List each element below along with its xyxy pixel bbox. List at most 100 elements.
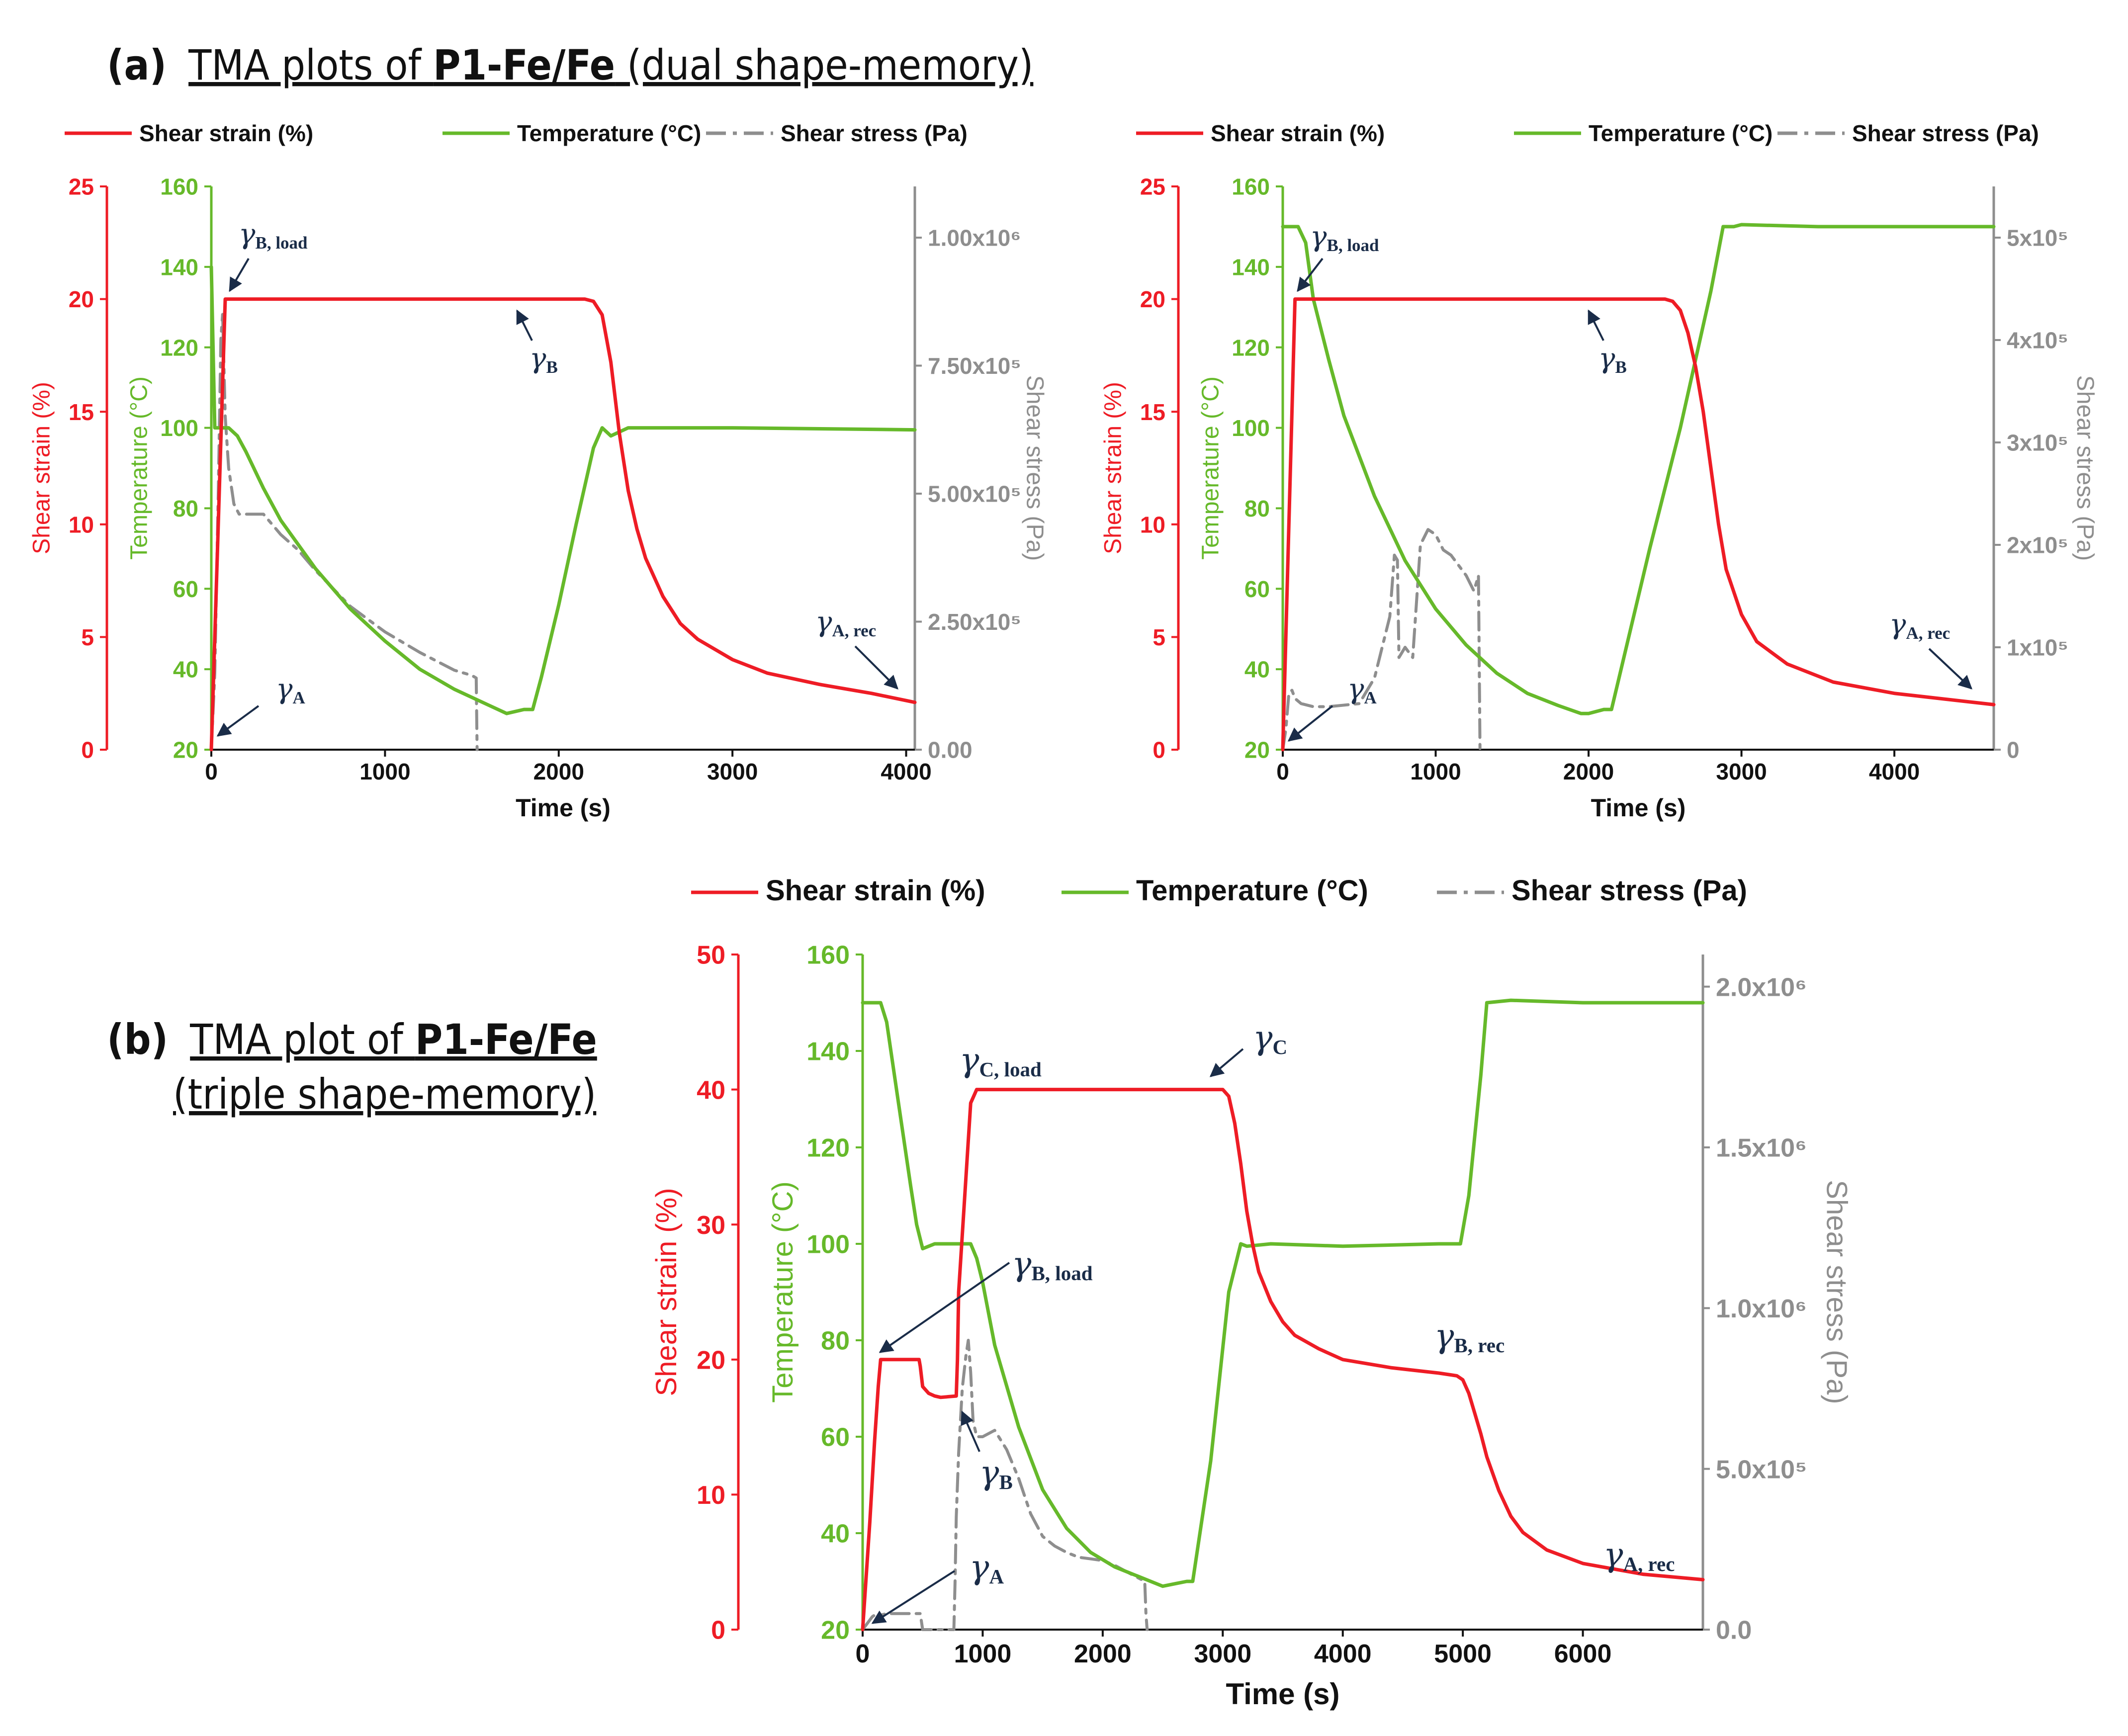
temperature-tick-label: 100: [806, 1230, 850, 1259]
annotation-label: γB: [1598, 343, 1627, 377]
stress-axis-title: Shear stress (Pa): [1820, 1180, 1853, 1404]
strain-axis-title: Shear strain (%): [28, 382, 55, 554]
strain-tick-label: 5: [81, 624, 94, 650]
strain-tick-label: 20: [1140, 286, 1165, 312]
annotation-arrow: [216, 705, 260, 737]
annotation-label: γB: [530, 343, 558, 377]
strain-tick-label: 30: [697, 1211, 725, 1240]
strain-tick-label: 0: [81, 737, 94, 763]
legend-label-2: Shear stress (Pa): [781, 120, 968, 146]
x-tick-label: 0: [856, 1640, 870, 1668]
temperature-tick-label: 20: [821, 1616, 850, 1645]
x-tick-label: 4000: [1869, 759, 1920, 784]
annotation-arrow: [1588, 309, 1604, 341]
temperature-tick-label: 80: [821, 1327, 850, 1356]
heading-a: (a) TMA plots of P1-Fe/Fe (dual shape-me…: [107, 41, 1033, 89]
stress-tick-label: 5x10⁵: [2007, 225, 2068, 251]
stress-tick-label: 2.0x10⁶: [1716, 973, 1807, 1002]
annotation-arrow: [1287, 705, 1333, 742]
temperature-tick-label: 80: [173, 496, 198, 521]
x-tick-label: 2000: [1074, 1640, 1132, 1668]
annotation-arrow: [229, 258, 250, 292]
annotation-label: γB: [979, 1454, 1013, 1493]
stress-tick-label: 1.00x10⁶: [928, 225, 1021, 251]
x-tick-label: 3000: [707, 759, 758, 784]
stress-tick-label: 7.50x10⁵: [928, 353, 1021, 379]
temperature-axis-title: Temperature (°C): [126, 376, 153, 560]
stress-tick-label: 5.00x10⁵: [928, 481, 1021, 507]
series-line-y1: [861, 1088, 1705, 1632]
temperature-tick-label: 120: [1232, 335, 1270, 360]
annotation-label: γB, load: [239, 218, 308, 253]
x-tick-label: 1000: [954, 1640, 1012, 1668]
temperature-tick-label: 160: [806, 941, 850, 970]
annotation-label: γA: [276, 673, 305, 707]
x-tick-label: 5000: [1434, 1640, 1492, 1668]
x-tick-label: 4000: [881, 759, 931, 784]
stress-tick-label: 1.5x10⁶: [1716, 1134, 1807, 1163]
stress-tick-label: 1.0x10⁶: [1716, 1295, 1807, 1323]
annotation-label: γB, load: [1310, 221, 1379, 255]
temperature-tick-label: 80: [1244, 496, 1270, 521]
series-line-y1: [209, 297, 917, 752]
annotation-arrow: [854, 645, 898, 690]
legend-label-0: Shear strain (%): [139, 120, 313, 146]
temperature-tick-label: 140: [806, 1038, 850, 1066]
strain-axis-title: Shear strain (%): [1100, 382, 1126, 554]
legend-label-1: Temperature (°C): [1589, 120, 1773, 146]
strain-tick-label: 50: [697, 941, 725, 970]
temperature-tick-label: 160: [1232, 174, 1270, 200]
temperature-tick-label: 40: [821, 1520, 850, 1549]
annotation-arrow: [516, 309, 533, 341]
legend-label-1: Temperature (°C): [1136, 874, 1368, 907]
x-axis-title: Time (s): [1591, 794, 1686, 822]
strain-tick-label: 5: [1153, 624, 1165, 650]
temperature-axis-title: Temperature (°C): [767, 1181, 799, 1402]
temperature-tick-label: 40: [173, 657, 198, 683]
heading-b-line2: (triple shape-memory): [173, 1070, 596, 1119]
x-tick-label: 2000: [533, 759, 584, 784]
series-line-y2: [1281, 223, 1996, 715]
stress-tick-label: 0: [2007, 737, 2020, 763]
legend-label-2: Shear stress (Pa): [1852, 120, 2039, 146]
stress-tick-label: 0.00: [928, 737, 973, 763]
x-tick-label: 4000: [1314, 1640, 1372, 1668]
strain-tick-label: 10: [1140, 512, 1165, 537]
temperature-tick-label: 140: [160, 254, 198, 280]
temperature-tick-label: 20: [173, 737, 198, 763]
temperature-tick-label: 120: [806, 1134, 850, 1163]
heading-b: (b) TMA plot of P1-Fe/Fe: [107, 1015, 597, 1064]
series-line-y3: [1281, 528, 1483, 751]
x-tick-label: 0: [205, 759, 218, 784]
annotation-label: γB, load: [1012, 1245, 1093, 1285]
temperature-axis-title: Temperature (°C): [1198, 376, 1224, 560]
chart-triple: Shear strain (%) Temperature (°C) Shear st…: [650, 874, 1853, 1711]
strain-tick-label: 25: [69, 174, 94, 200]
x-tick-label: 6000: [1554, 1640, 1612, 1668]
stress-tick-label: 2x10⁵: [2007, 532, 2068, 558]
annotation-label: γC, load: [960, 1041, 1042, 1081]
x-tick-label: 3000: [1716, 759, 1767, 784]
series-line-y2: [861, 998, 1705, 1588]
temperature-tick-label: 60: [1244, 576, 1270, 602]
temperature-tick-label: 60: [173, 576, 198, 602]
annotation-label: γC: [1253, 1019, 1287, 1058]
legend-label-1: Temperature (°C): [517, 120, 701, 146]
legend-label-2: Shear stress (Pa): [1511, 874, 1747, 907]
chart-dual-left: Shear strain (%) Temperature (°C) Shear st…: [28, 120, 1048, 822]
strain-tick-label: 10: [697, 1481, 725, 1510]
x-tick-label: 2000: [1563, 759, 1614, 784]
annotation-arrow: [961, 1410, 980, 1452]
x-axis-title: Time (s): [516, 794, 611, 822]
temperature-tick-label: 160: [160, 174, 198, 200]
annotation-arrow: [1928, 648, 1973, 690]
annotation-label: γA: [970, 1548, 1004, 1588]
strain-tick-label: 20: [697, 1346, 725, 1375]
stress-tick-label: 0.0: [1716, 1616, 1752, 1645]
temperature-tick-label: 140: [1232, 254, 1270, 280]
x-axis-title: Time (s): [1226, 1677, 1340, 1711]
stress-axis-title: Shear stress (Pa): [1022, 375, 1048, 561]
annotation-label: γB, rec: [1434, 1317, 1505, 1357]
annotation-label: γA, rec: [815, 606, 876, 640]
